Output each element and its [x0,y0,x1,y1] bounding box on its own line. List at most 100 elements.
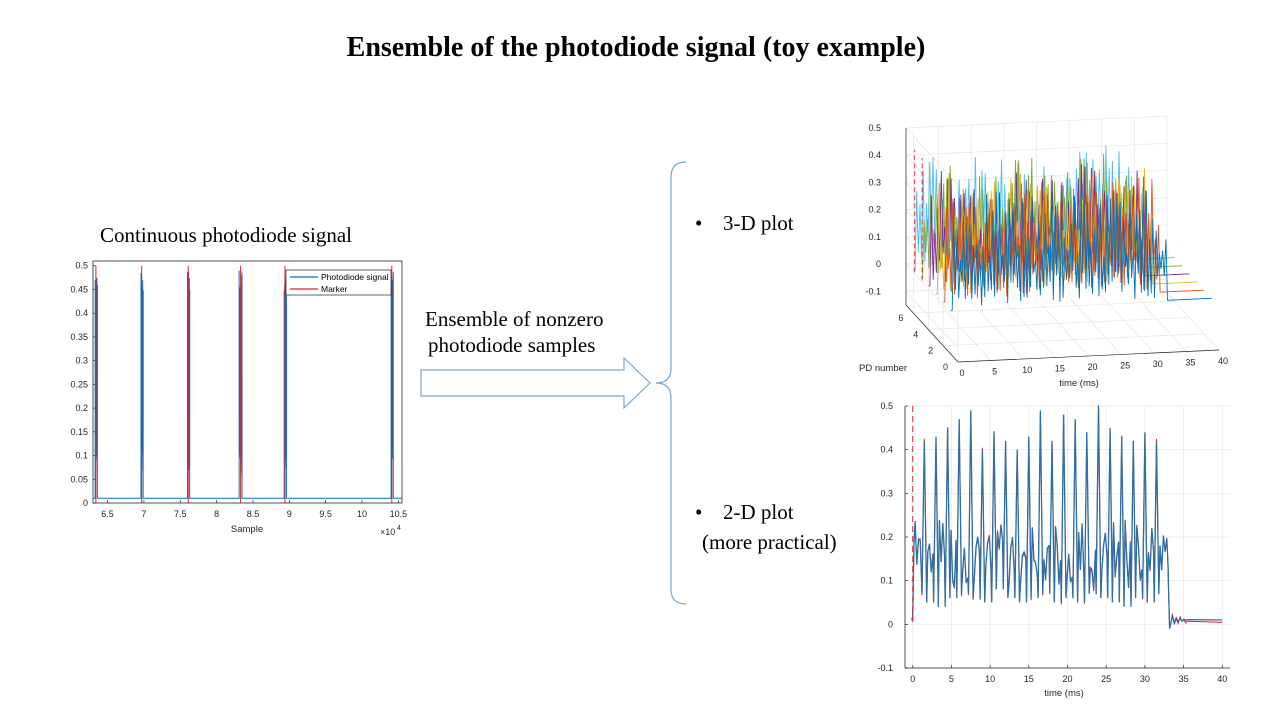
y-axis-label: PD number [859,363,907,374]
x-tick-label: 8 [214,509,219,519]
x-tick-label: 7 [141,509,146,519]
z-tick-label: 0.2 [868,205,881,215]
bullet-3d-plot: • 3-D plot [695,208,794,238]
floor-grid-line [1068,297,1122,355]
floor-grid-line [1036,298,1089,357]
series-ensemble-blue [911,405,1223,629]
x-tick-label: 10 [985,674,995,684]
x-tick-label: 10 [1022,365,1032,375]
x-axis-label: time (ms) [1059,378,1099,389]
x-tick-label: 5 [949,674,954,684]
x-tick-label: 9.5 [319,509,332,519]
slide-title: Ensemble of the photodiode signal (toy e… [346,32,926,63]
z-tick-label: 0.1 [868,232,881,242]
x-tick-label: 10.5 [390,509,408,519]
side-wall-grid-line [905,291,959,349]
series-pd-1 [950,186,1212,311]
side-wall-grid-line [905,263,959,322]
x-tick-label: 25 [1101,674,1111,684]
bullet-2d-subtitle: (more practical) [702,530,837,554]
back-wall-grid-line [905,115,1168,129]
floor-grid-line [970,301,1024,360]
x-tick-label: 20 [1087,362,1097,372]
legend-box [285,269,392,296]
x-tick-label: 7.5 [174,509,187,519]
continuous-signal-chart: 6.5 7 7.5 8 8.5 9 9.5 10 10.5 0 0.05 0.1 0.15 0.2 0.25… [70,260,408,537]
legend-label-signal: Photodiode signal [321,272,389,282]
x-tick-label: 40 [1218,356,1228,366]
legend: Photodiode signal Marker [285,269,392,296]
y-tick-label: 0.2 [75,403,88,413]
x-tick-label: 35 [1185,358,1195,368]
x-tick-label: 6.5 [101,509,114,519]
floor-grid-line [1003,300,1057,358]
bullet-2d-label: 2-D plot [723,500,794,524]
floor-grid-line [938,303,991,361]
z-tick-label: 0.4 [868,150,881,160]
x-tick-label: 15 [1024,674,1034,684]
floor-grid-line [1166,292,1220,351]
z-tick-label: 0.5 [868,123,881,133]
x-tick-label: 40 [1217,674,1227,684]
y-tick-label: 0.25 [70,379,88,389]
z-tick-label: 0 [876,259,881,269]
bullet-2d-plot: • 2-D plot [695,497,794,527]
x-exponent-power: 4 [397,525,401,532]
axis-edge [957,349,1220,363]
y-tick-label: 0.1 [880,576,893,586]
y-tick-label: 6 [898,313,903,323]
axis-edge [905,304,959,363]
x-tick-label: 15 [1055,364,1065,374]
y-tick-label: 0.05 [70,474,88,484]
left-caption: Continuous photodiode signal [100,223,352,247]
bullet-symbol: • [695,500,703,524]
floor-grid-line [1101,295,1155,354]
series-pd-2 [943,177,1205,303]
y-tick-label: -0.1 [877,663,893,673]
arrow-caption-line2: photodiode samples [428,333,596,357]
y-tick-label: 0.5 [75,261,88,271]
z-tick-label: -0.1 [865,286,881,296]
arrow-caption-line1: Ensemble of nonzero [425,307,604,331]
floor-grid-line [928,317,1190,330]
legend-label-marker: Marker [321,284,348,294]
plot-frame [92,260,403,504]
y-tick-label: 0.4 [75,308,88,318]
x-tick-label: 0 [959,368,964,378]
floor-grid-line [913,300,1175,314]
y-tick-label: 4 [913,329,918,339]
block-arrow [420,356,651,410]
x-tick-label: 35 [1179,674,1189,684]
x-tick-label: 8.5 [247,509,260,519]
y-tick-label: 0.5 [880,401,893,411]
x-tick-label: 0 [910,674,915,684]
y-tick-label: 0.3 [75,356,88,366]
series-photodiode-signal [93,270,402,499]
floor-grid-line [1134,294,1187,352]
x-tick-label: 20 [1062,674,1072,684]
y-tick-label: 0.4 [880,445,893,455]
ensemble-2d-chart: 0 5 10 15 20 25 30 35 40 -0.1 0 0.1 0.2 0.3 0.4 0.5 tim… [877,401,1230,699]
x-tick-label: 25 [1120,361,1130,371]
y-tick-label: 0 [943,362,948,372]
x-tick-label: 9 [287,509,292,519]
y-tick-label: 0.35 [70,332,88,342]
y-tick-label: 0.45 [70,284,88,294]
y-tick-label: 0 [888,619,893,629]
x-axis-label: time (ms) [1044,688,1084,699]
y-tick-label: 0.2 [880,532,893,542]
bullet-3d-label: 3-D plot [723,211,794,235]
y-tick-label: 0 [83,498,88,508]
y-tick-label: 2 [928,346,933,356]
curly-brace [655,161,687,605]
z-tick-label: 0.3 [868,177,881,187]
x-tick-label: 30 [1153,359,1163,369]
x-tick-label: 10 [357,509,367,519]
y-tick-label: 0.3 [880,488,893,498]
bullet-symbol: • [695,211,703,235]
y-tick-label: 0.15 [70,427,88,437]
x-axis-label: Sample [231,524,263,535]
ensemble-3d-chart: 0 5 10 15 20 25 30 35 400246-0.100.10.20.30.40.5… [859,115,1228,389]
y-tick-label: 0.1 [75,451,88,461]
